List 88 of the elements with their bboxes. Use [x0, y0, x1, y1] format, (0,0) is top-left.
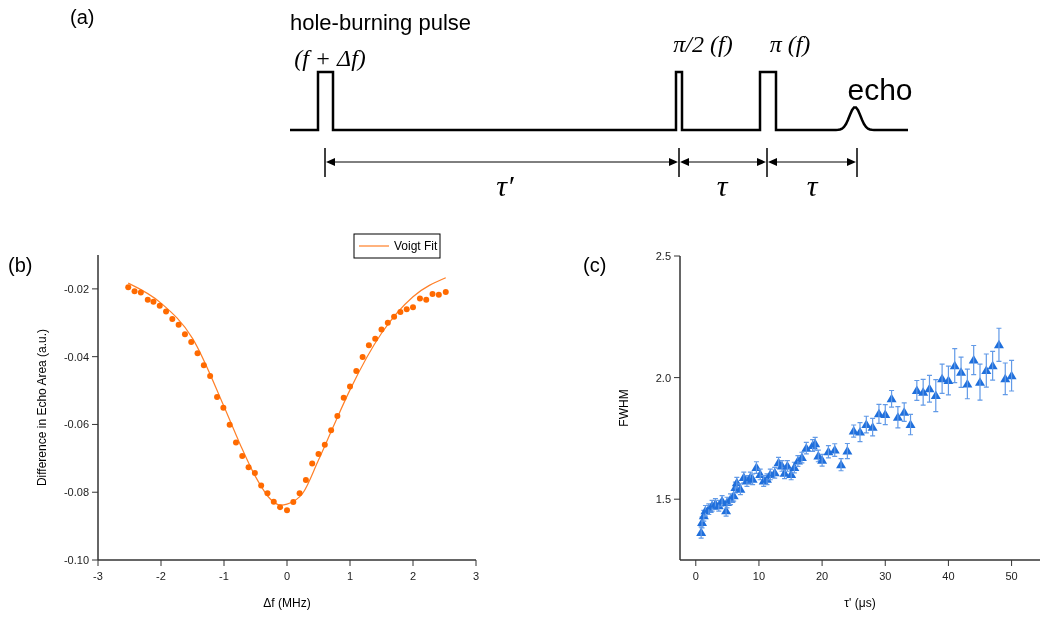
point — [378, 326, 385, 333]
y-tick-label: -0.04 — [63, 350, 89, 363]
text: π (f) — [769, 31, 811, 57]
point — [391, 313, 398, 320]
x-tick-label: 2 — [409, 570, 417, 582]
point — [156, 302, 163, 309]
point — [226, 421, 233, 428]
x-tick-label: 10 — [752, 570, 766, 582]
point — [423, 296, 430, 303]
point — [410, 304, 416, 311]
point — [163, 308, 170, 315]
point — [277, 504, 284, 511]
point — [200, 362, 207, 369]
point — [372, 335, 379, 342]
point — [245, 464, 252, 471]
point — [290, 499, 297, 506]
x-tick-label: 40 — [942, 570, 955, 582]
x-tick-label: 1 — [346, 570, 354, 582]
x-tick-label: 20 — [815, 570, 829, 582]
y-axis-title: FWHM — [617, 389, 631, 427]
point — [309, 460, 316, 467]
point — [264, 490, 271, 497]
chart-title: (b) — [8, 254, 33, 276]
point — [175, 321, 182, 328]
point — [365, 342, 372, 349]
x-axis-title: Δf (MHz) — [263, 596, 311, 610]
point — [435, 291, 442, 298]
point — [397, 308, 404, 315]
point — [359, 354, 366, 361]
point — [144, 296, 151, 303]
point — [131, 288, 138, 295]
point — [207, 372, 214, 379]
point — [239, 452, 246, 459]
point — [429, 290, 436, 297]
point — [384, 319, 391, 326]
y-tick-label: -0.10 — [63, 554, 89, 566]
point — [214, 393, 221, 400]
text: echo — [847, 73, 913, 106]
text: (f + Δf) — [294, 45, 366, 71]
chart-title: (c) — [583, 254, 607, 276]
point — [353, 367, 360, 374]
point — [194, 350, 201, 357]
legend-label: Voigt Fit — [394, 239, 439, 253]
y-tick-label: 1.5 — [655, 493, 671, 506]
text: hole-burning pulse — [290, 10, 472, 35]
y-tick-label: -0.08 — [63, 486, 89, 499]
y-axis-title: Difference in Echo Area (a.u.) — [35, 328, 49, 487]
point — [258, 482, 265, 489]
point — [416, 295, 423, 302]
point — [137, 289, 144, 296]
y-tick-label: -0.02 — [63, 282, 89, 295]
point — [315, 450, 322, 457]
x-tick-label: -2 — [156, 570, 166, 582]
point — [251, 469, 258, 476]
point — [321, 441, 328, 448]
x-tick-label: -3 — [93, 570, 103, 582]
point — [442, 288, 449, 295]
x-tick-label: 0 — [692, 570, 699, 582]
x-tick-label: 30 — [879, 570, 892, 582]
x-tick-label: 0 — [283, 570, 291, 582]
x-tick-label: 50 — [1005, 570, 1018, 582]
x-axis-title: τ' (μs) — [844, 596, 876, 610]
y-tick-label: -0.06 — [63, 418, 89, 431]
point — [181, 331, 188, 338]
point — [220, 404, 227, 411]
text: τ — [716, 169, 729, 202]
point — [270, 498, 277, 505]
point — [334, 412, 341, 419]
point — [232, 439, 239, 446]
y-tick-label: 2.0 — [655, 371, 671, 384]
point — [296, 490, 303, 497]
text: π/2 (f) — [673, 31, 733, 57]
point — [150, 298, 157, 305]
x-tick-label: 3 — [472, 570, 480, 582]
point — [302, 477, 309, 484]
point — [188, 339, 195, 346]
point — [340, 394, 347, 401]
text: τ′ — [496, 169, 515, 202]
text: (a) — [70, 6, 95, 28]
point — [169, 316, 176, 323]
x-tick-label: -1 — [219, 570, 229, 582]
point — [403, 306, 410, 313]
y-tick-label: 2.5 — [655, 250, 671, 262]
point — [328, 427, 335, 434]
point — [125, 284, 132, 291]
text: τ — [806, 169, 819, 202]
point — [347, 383, 353, 390]
point — [284, 507, 290, 514]
